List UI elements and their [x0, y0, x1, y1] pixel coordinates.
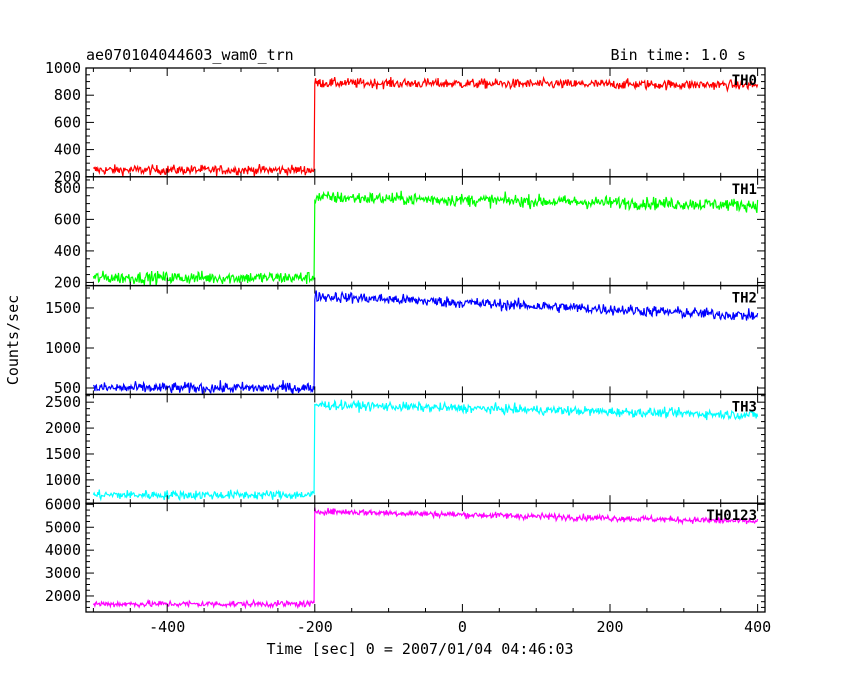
y-axis-title: Counts/sec [4, 295, 22, 385]
y-tick-label: 2500 [45, 393, 81, 411]
series-line-th2 [92, 290, 759, 395]
y-tick-label: 6000 [45, 495, 81, 513]
panel-th3: 1000 1500 2000 2500 TH3 [45, 393, 766, 504]
y-tick-label: 3000 [45, 564, 81, 582]
y-tick-label: 1500 [45, 299, 81, 317]
x-tick-label: 400 [744, 618, 771, 636]
series-line-th3 [92, 399, 759, 502]
panel-label-th2: TH2 [732, 291, 757, 307]
y-tick-label: 2000 [45, 419, 81, 437]
series-line-th1 [92, 190, 759, 286]
panel-label-th0123: TH0123 [706, 508, 757, 524]
x-tick-label: -400 [149, 618, 185, 636]
panel-label-th0: TH0 [732, 73, 757, 89]
y-tick-label: 1000 [45, 339, 81, 357]
chart-title: ae070104044603_wam0_trn [86, 46, 294, 64]
panel-frame [85, 176, 766, 287]
x-axis: -400 -200 0 200 400 [149, 618, 771, 636]
panel-label-th3: TH3 [732, 399, 757, 415]
panel-th1: 200 400 600 800 TH1 [54, 176, 766, 291]
y-tick-label: 4000 [45, 541, 81, 559]
y-tick-label: 200 [54, 168, 81, 186]
y-tick-label: 400 [54, 242, 81, 260]
y-tick-label: 400 [54, 141, 81, 159]
bin-time-label: Bin time: 1.0 s [611, 46, 746, 64]
x-tick-label: -200 [297, 618, 333, 636]
panel-th0123: 2000 3000 4000 5000 6000 TH0123 [45, 495, 766, 613]
series-line-th0 [92, 75, 759, 177]
y-tick-label: 600 [54, 210, 81, 228]
panel-label-th1: TH1 [732, 182, 757, 198]
y-tick-label: 800 [54, 179, 81, 197]
y-tick-label: 200 [54, 273, 81, 291]
panel-th0: 200 400 600 800 1000 TH0 [45, 59, 766, 186]
x-axis-title: Time [sec] 0 = 2007/01/04 04:46:03 [266, 640, 573, 658]
y-tick-label: 2000 [45, 587, 81, 605]
y-tick-label: 600 [54, 113, 81, 131]
panel-th2: 500 1000 1500 TH2 [45, 284, 766, 397]
y-tick-label: 1000 [45, 59, 81, 77]
y-tick-label: 5000 [45, 518, 81, 536]
series-line-th0123 [92, 507, 759, 610]
y-tick-label: 800 [54, 86, 81, 104]
y-tick-label: 1000 [45, 471, 81, 489]
panel-frame [85, 393, 766, 504]
y-tick-label: 1500 [45, 445, 81, 463]
x-tick-label: 0 [458, 618, 467, 636]
y-tick-label: 500 [54, 379, 81, 397]
x-tick-label: 200 [596, 618, 623, 636]
